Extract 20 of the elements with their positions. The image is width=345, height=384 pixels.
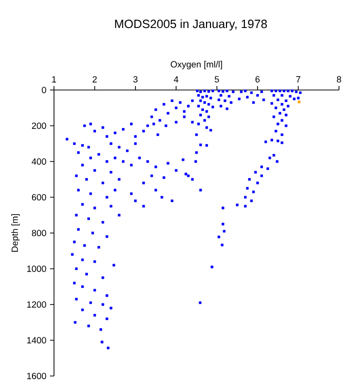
y-tick-label: 0 [42,86,46,94]
x-tick-label: 2 [92,76,97,82]
x-tick-label: 7 [296,76,300,82]
x-tick-label: 5 [214,76,219,82]
x-axis-title: Oxygen [ml/l] [170,60,222,70]
y-tick-label: 400 [32,158,46,165]
y-tick-label: 800 [32,230,46,236]
y-axis-title: Depth [m] [11,214,20,252]
x-tick-label: 1 [52,76,56,82]
x-tick-label: 8 [336,76,342,82]
y-tick-label: 1000 [27,266,46,272]
x-tick-label: 6 [256,76,260,82]
y-tick-label: 200 [32,122,46,129]
y-tick-label: 1400 [27,337,46,344]
chart-title: MODS2005 in January, 1978 [115,19,267,31]
y-tick-label: 1600 [27,372,46,380]
x-tick-label: 3 [133,76,138,82]
x-tick-label: 4 [174,76,178,82]
y-tick-label: 600 [32,194,46,200]
y-tick-label: 1200 [27,301,46,308]
